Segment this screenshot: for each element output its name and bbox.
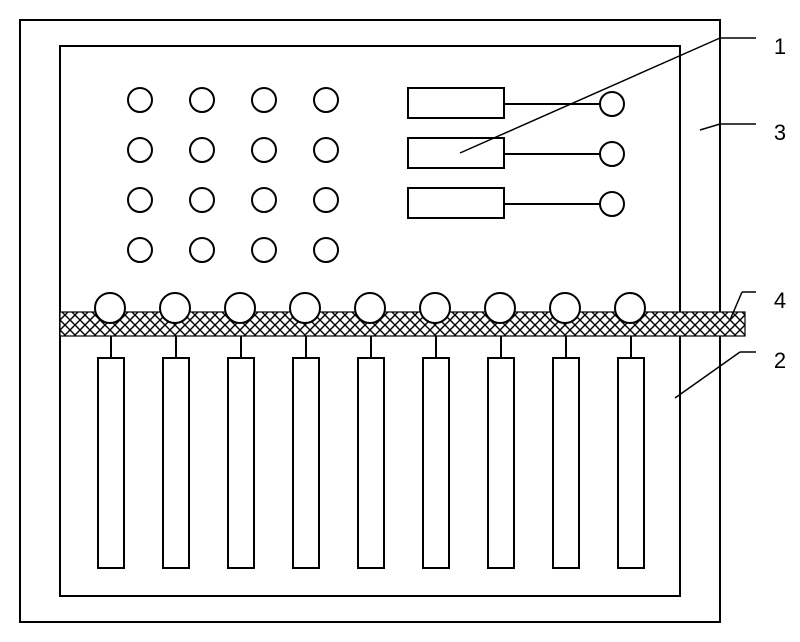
- band-circle: [355, 293, 385, 323]
- callout-label: 2: [774, 348, 786, 373]
- band-circle: [95, 293, 125, 323]
- callout-label: 1: [774, 34, 786, 59]
- band-circle: [160, 293, 190, 323]
- callout-label: 3: [774, 120, 786, 145]
- callout-label: 4: [774, 288, 786, 313]
- band-circle: [615, 293, 645, 323]
- band-circle: [550, 293, 580, 323]
- band-circle: [420, 293, 450, 323]
- band-circle: [290, 293, 320, 323]
- band-circle: [225, 293, 255, 323]
- band-circle: [485, 293, 515, 323]
